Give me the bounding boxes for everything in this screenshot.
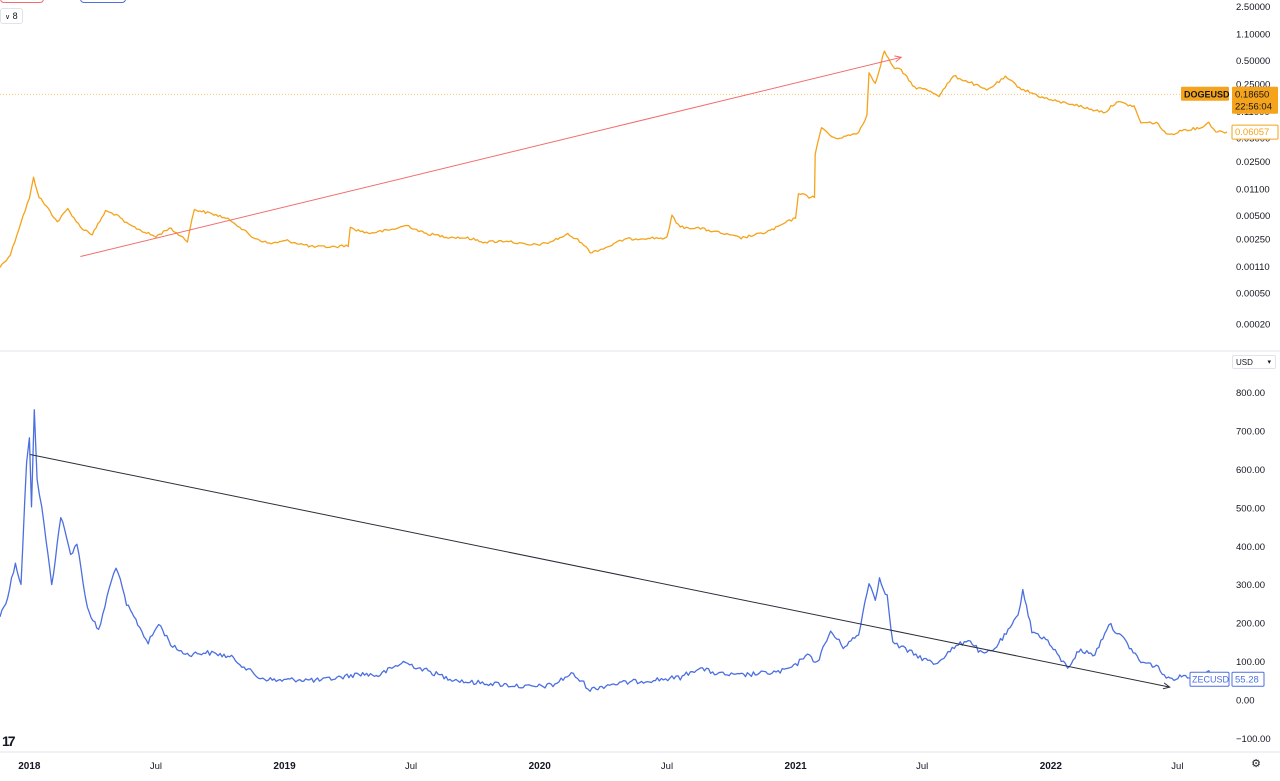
doge-symbol-label: DOGEUSD (1184, 89, 1230, 99)
doge-y-tick-label: 0.00020 (1236, 319, 1270, 330)
x-tick-label: 2018 (18, 761, 41, 772)
zec-y-tick-label: 600.00 (1236, 465, 1265, 476)
interval-label: 8 (12, 11, 18, 21)
doge-symbol-tag (1181, 86, 1229, 101)
zec-y-tick-label: 500.00 (1236, 503, 1265, 514)
x-tick-label: Jul (661, 761, 673, 772)
zec-trendline[interactable] (29, 454, 1170, 688)
zec-y-tick-label: −100.00 (1236, 734, 1271, 745)
doge-trendline[interactable] (80, 56, 902, 258)
zec-y-tick-label: 300.00 (1236, 580, 1265, 591)
symbol-chip-zec[interactable] (80, 0, 126, 3)
doge-trendline-arrowhead (894, 55, 903, 63)
chevron-down-icon: ∨ (5, 14, 11, 21)
zec-symbol-label: ZECUSD (1192, 674, 1230, 684)
doge-y-tick-label: 0.00500 (1236, 211, 1270, 222)
doge-y-tick-label: 0.00250 (1236, 234, 1270, 245)
doge-y-tick-label: 0.01100 (1236, 185, 1270, 196)
doge-y-tick-label: 0.02500 (1236, 157, 1270, 168)
zec-y-tick-label: 400.00 (1236, 542, 1265, 553)
zec-price-line[interactable] (0, 409, 1228, 692)
doge-line-value-tag (1231, 124, 1279, 140)
doge-price-tag (1232, 86, 1278, 114)
zec-last-price: 55.28 (1235, 674, 1259, 685)
doge-line-value: 0.06057 (1235, 127, 1269, 138)
x-tick-label: 2020 (529, 761, 552, 772)
x-tick-label: 2019 (273, 761, 296, 772)
zec-symbol-tag (1189, 671, 1230, 687)
doge-last-price: 0.18650 (1235, 89, 1269, 100)
doge-pane: 2.500001.100000.500000.250000.110000.050… (0, 2, 1280, 352)
zec-y-tick-label: 0.00 (1236, 696, 1255, 707)
x-tick-label: 2021 (785, 761, 808, 772)
interval-button[interactable]: ∨ 8 (0, 8, 23, 24)
zec-trendline-arrowhead (1162, 682, 1171, 690)
tradingview-logo: 17 (2, 733, 16, 749)
zec-y-tick-label: 200.00 (1236, 619, 1265, 630)
symbol-chip-doge[interactable] (0, 0, 44, 3)
x-tick-label: Jul (150, 761, 162, 772)
doge-y-tick-label: 1.10000 (1236, 30, 1270, 41)
x-tick-label: Jul (916, 761, 928, 772)
currency-select[interactable]: USD ▾ (1232, 355, 1276, 369)
time-axis[interactable]: 2018 Jul 2019 Jul 2020 Jul 2021 Jul 2022 Jul (0, 751, 1280, 772)
x-tick-label: 2022 (1040, 761, 1063, 772)
zec-y-tick-label: 700.00 (1236, 426, 1265, 437)
zec-price-tag (1231, 671, 1265, 687)
doge-price-line[interactable] (0, 50, 1228, 268)
zec-y-tick-label: 800.00 (1236, 388, 1265, 399)
chevron-down-icon: ▾ (1267, 359, 1271, 366)
doge-y-tick-label: 2.50000 (1236, 2, 1270, 13)
zec-pane: 800.00 700.00 600.00 500.00 400.00 300.00 200.… (0, 388, 1271, 745)
doge-y-tick-label: 0.50000 (1236, 56, 1270, 67)
doge-countdown: 22:56:04 (1235, 101, 1272, 112)
doge-y-tick-label: 0.00050 (1236, 289, 1270, 300)
doge-y-tick-label: 0.00110 (1236, 262, 1270, 273)
zec-y-tick-label: 100.00 (1236, 657, 1265, 668)
x-tick-label: Jul (405, 761, 417, 772)
doge-y-tick-label: 0.25000 (1236, 79, 1270, 90)
currency-label: USD (1236, 358, 1253, 367)
x-tick-label: Jul (1171, 761, 1183, 772)
gear-icon[interactable]: ⚙ (1251, 758, 1261, 770)
